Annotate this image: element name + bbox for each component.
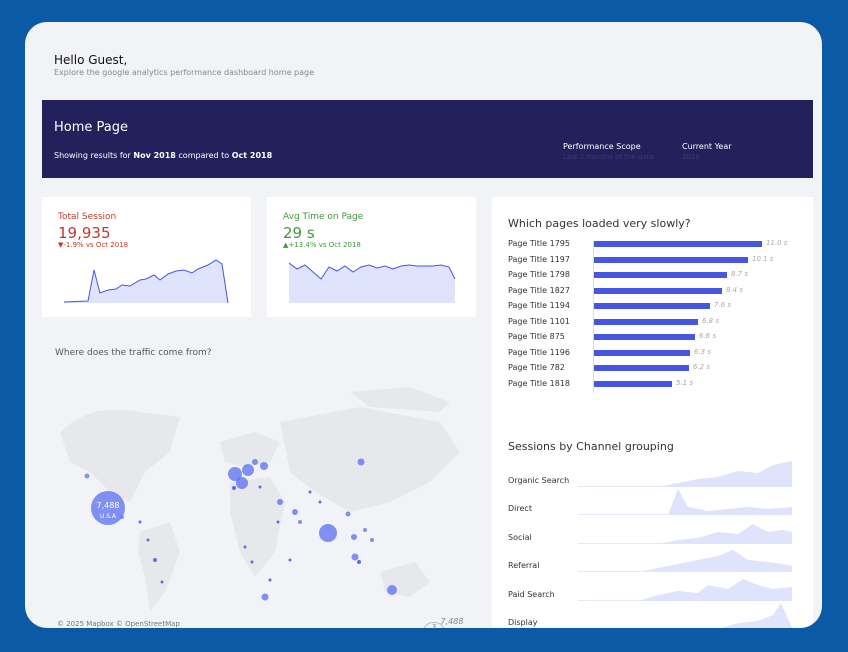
slow-pages-title: Which pages loaded very slowly? xyxy=(508,217,691,230)
slow-page-value: 11.0 s xyxy=(766,239,788,247)
channel-sparkline xyxy=(721,603,792,628)
compared-text: compared to xyxy=(178,151,230,160)
slow-pages-axis xyxy=(593,241,594,393)
slow-page-bar[interactable] xyxy=(594,256,748,263)
slow-page-label: Page Title 1101 xyxy=(508,316,570,326)
slow-page-row[interactable]: Page Title 1197 10.1 s xyxy=(508,255,808,267)
channel-sparkline xyxy=(578,578,792,601)
slow-page-row[interactable]: Page Title 1827 8.4 s xyxy=(508,286,808,298)
performance-scope-label: Performance Scope xyxy=(563,142,641,151)
slow-page-bar[interactable] xyxy=(594,287,722,294)
greeting-subtitle: Explore the google analytics performance… xyxy=(54,68,315,77)
performance-scope-select[interactable]: Last 2 months of the data xyxy=(563,153,654,161)
channel-label: Social xyxy=(508,532,532,542)
slow-page-row[interactable]: Page Title 1194 7.6 s xyxy=(508,301,808,313)
slow-page-value: 10.1 s xyxy=(752,254,774,263)
slow-page-value: 6.8 s xyxy=(702,316,720,325)
kpi-value-time: 29 s xyxy=(283,224,315,242)
slow-page-label: Page Title 1798 xyxy=(508,270,570,279)
page-title: Home Page xyxy=(54,120,128,135)
slow-page-bar[interactable] xyxy=(594,303,710,309)
channel-label: Organic Search xyxy=(508,476,570,485)
channel-label: Direct xyxy=(508,504,532,514)
channel-row[interactable]: Direct xyxy=(508,487,798,516)
kpi-value-sessions: 19,935 xyxy=(58,224,111,242)
usa-traffic-label: U.S.A xyxy=(100,513,117,520)
channel-row[interactable]: Social xyxy=(508,516,798,544)
slow-page-bar[interactable] xyxy=(594,349,690,356)
slow-page-bar[interactable] xyxy=(594,380,672,387)
greeting-title: Hello Guest, xyxy=(54,53,128,67)
slow-page-value: 8.4 s xyxy=(726,285,744,294)
current-year-select[interactable]: 2018 xyxy=(682,153,700,161)
page-header-banner: Home Page Showing results for Nov 2018 c… xyxy=(42,100,813,178)
time-sparkline xyxy=(289,262,456,303)
slow-page-row[interactable]: Page Title 875 6.6 s xyxy=(508,332,808,344)
usa-traffic-bubble[interactable]: 7,488 U.S.A xyxy=(91,491,125,525)
slow-page-row[interactable]: Page Title 782 6.2 s xyxy=(508,363,808,375)
channel-label: Referral xyxy=(508,561,540,571)
slow-page-row[interactable]: Page Title 1196 6.3 s xyxy=(508,348,808,360)
slow-page-label: Page Title 1827 xyxy=(508,285,570,295)
map-size-legend: 7,488 xyxy=(441,617,464,626)
slow-page-label: Page Title 1196 xyxy=(508,347,570,357)
traffic-map-title: Where does the traffic come from? xyxy=(55,348,212,358)
slow-page-value: 6.2 s xyxy=(693,363,711,371)
slow-page-value: 6.6 s xyxy=(699,332,717,340)
slow-page-value: 6.3 s xyxy=(694,347,712,356)
slow-page-bar[interactable] xyxy=(594,241,762,247)
kpi-delta-time: ▲+13.4% vs Oct 2018 xyxy=(283,241,361,249)
current-year-label: Current Year xyxy=(682,142,732,151)
channel-row[interactable]: Paid Search xyxy=(508,573,798,601)
avg-time-card: Avg Time on Page 29 s ▲+13.4% vs Oct 201… xyxy=(267,197,476,317)
slow-page-row[interactable]: Page Title 1101 6.8 s xyxy=(508,317,808,329)
slow-page-value: 7.6 s xyxy=(714,301,732,309)
channel-row[interactable]: Referral xyxy=(508,544,798,573)
right-panel-card: Which pages loaded very slowly? Page Tit… xyxy=(492,197,813,628)
slow-page-label: Page Title 782 xyxy=(508,363,565,372)
slow-page-label: Page Title 875 xyxy=(508,332,565,341)
total-session-card: Total Session 19,935 ▼-1.9% vs Oct 2018 xyxy=(42,197,251,317)
channel-row[interactable]: Display xyxy=(508,601,798,628)
channel-sparkline xyxy=(578,523,792,544)
kpi-title-sessions: Total Session xyxy=(58,212,117,222)
channel-row[interactable]: Organic Search xyxy=(508,459,798,487)
slow-page-bar[interactable] xyxy=(594,272,727,278)
channel-sparkline xyxy=(578,461,792,487)
channel-label: Paid Search xyxy=(508,589,555,599)
usa-traffic-value: 7,488 xyxy=(97,501,120,510)
traffic-world-map[interactable]: 7,488 U.S.A 7,488 xyxy=(50,362,490,628)
legend-max-value: 7,488 xyxy=(441,617,464,626)
slow-page-row[interactable]: Page Title 1818 5.1 s xyxy=(508,379,808,391)
sessions-sparkline xyxy=(64,259,229,304)
dashboard-frame: Hello Guest, Explore the google analytic… xyxy=(25,22,822,628)
slow-page-value: 5.1 s xyxy=(676,378,694,387)
previous-period: Oct 2018 xyxy=(231,151,273,160)
current-period: Nov 2018 xyxy=(133,151,176,160)
kpi-title-time: Avg Time on Page xyxy=(283,212,364,222)
map-attribution[interactable]: © 2025 Mapbox © OpenStreetMap xyxy=(57,620,180,628)
channel-label: Display xyxy=(508,618,538,627)
channel-chart-title: Sessions by Channel grouping xyxy=(508,440,674,453)
slow-page-bar[interactable] xyxy=(594,334,695,340)
slow-page-row[interactable]: Page Title 1795 11.0 s xyxy=(508,239,808,251)
slow-page-value: 8.7 s xyxy=(731,270,749,278)
channel-sparkline xyxy=(578,550,792,573)
slow-page-label: Page Title 1818 xyxy=(508,378,570,388)
slow-page-label: Page Title 1795 xyxy=(508,239,570,248)
slow-page-bar[interactable] xyxy=(594,365,689,371)
slow-page-label: Page Title 1194 xyxy=(508,301,570,310)
slow-page-label: Page Title 1197 xyxy=(508,254,570,264)
results-prefix: Showing results for xyxy=(54,151,131,160)
kpi-delta-sessions: ▼-1.9% vs Oct 2018 xyxy=(58,241,129,249)
slow-page-bar[interactable] xyxy=(594,318,698,325)
slow-page-row[interactable]: Page Title 1798 8.7 s xyxy=(508,270,808,282)
results-summary: Showing results for Nov 2018 compared to… xyxy=(54,151,272,160)
channel-sparkline xyxy=(578,489,792,516)
